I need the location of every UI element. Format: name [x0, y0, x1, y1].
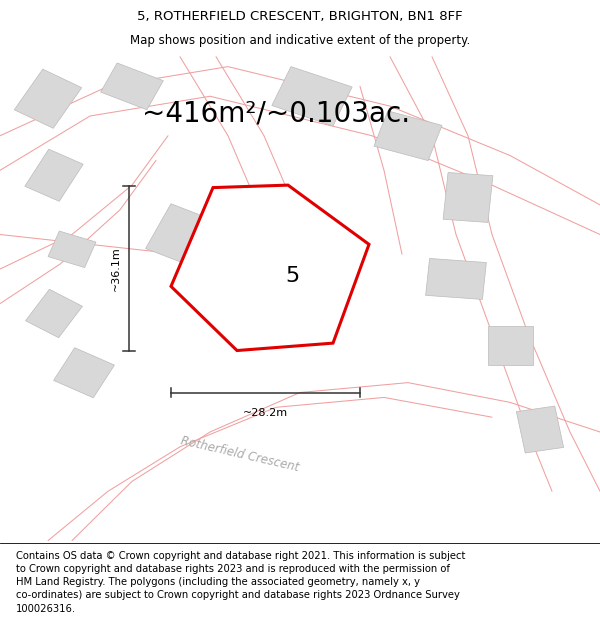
Polygon shape [146, 204, 214, 265]
Text: Contains OS data © Crown copyright and database right 2021. This information is : Contains OS data © Crown copyright and d… [16, 551, 466, 614]
Text: 5, ROTHERFIELD CRESCENT, BRIGHTON, BN1 8FF: 5, ROTHERFIELD CRESCENT, BRIGHTON, BN1 8… [137, 10, 463, 23]
Polygon shape [26, 289, 82, 338]
Polygon shape [48, 231, 96, 268]
Polygon shape [443, 173, 493, 222]
Text: Map shows position and indicative extent of the property.: Map shows position and indicative extent… [130, 34, 470, 47]
Polygon shape [25, 149, 83, 201]
Text: ~416m²/~0.103ac.: ~416m²/~0.103ac. [142, 99, 410, 127]
Text: 5: 5 [286, 266, 299, 286]
Text: ~36.1m: ~36.1m [111, 246, 121, 291]
Polygon shape [272, 67, 352, 126]
Polygon shape [517, 406, 563, 453]
Polygon shape [374, 111, 442, 161]
Polygon shape [171, 185, 369, 351]
Polygon shape [101, 63, 163, 110]
Polygon shape [425, 259, 487, 299]
Text: ~28.2m: ~28.2m [243, 408, 288, 418]
Polygon shape [14, 69, 82, 128]
Polygon shape [53, 348, 115, 398]
Text: Rotherfield Crescent: Rotherfield Crescent [179, 434, 301, 474]
Polygon shape [487, 326, 533, 366]
